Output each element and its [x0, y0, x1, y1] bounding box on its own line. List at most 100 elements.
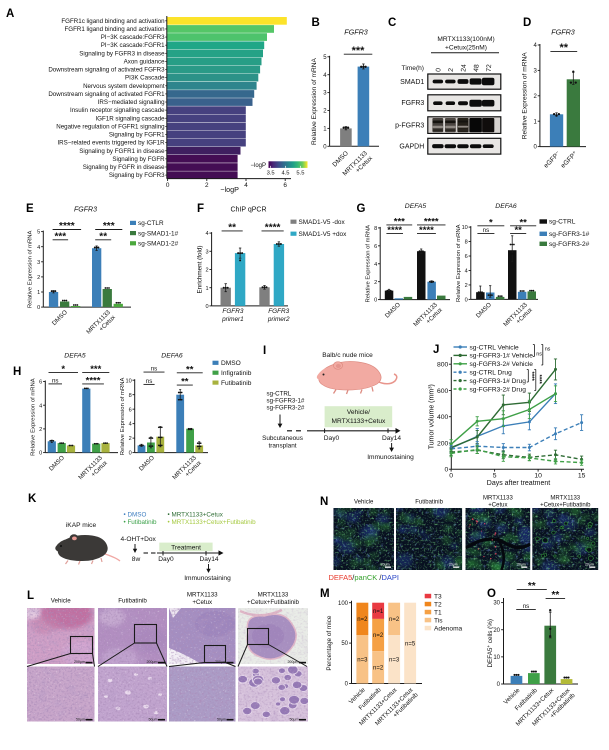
svg-text:5: 5: [37, 230, 40, 236]
svg-text:ns: ns: [146, 378, 153, 385]
svg-text:FGFR3: FGFR3: [401, 100, 424, 107]
svg-text:Insulin receptor signalling ca: Insulin receptor signalling cascade: [70, 107, 165, 114]
svg-text:2: 2: [129, 436, 132, 442]
svg-text:Immunostaining: Immunostaining: [367, 454, 414, 461]
svg-text:PI3K Cascade: PI3K Cascade: [125, 75, 165, 82]
svg-text:600: 600: [437, 388, 449, 395]
svg-text:T3: T3: [434, 593, 442, 600]
svg-text:+Cetux+Futibatinib: +Cetux+Futibatinib: [540, 503, 591, 509]
svg-text:4: 4: [534, 43, 538, 49]
svg-text:PI−3K cascade:FGFR1: PI−3K cascade:FGFR1: [101, 42, 165, 49]
svg-text:MRTX1133: MRTX1133: [258, 592, 289, 599]
svg-text:Signaling by FGFR1: Signaling by FGFR1: [109, 132, 165, 139]
svg-text:ChIP qPCR: ChIP qPCR: [230, 207, 266, 214]
svg-text:DEFA6: DEFA6: [495, 203, 517, 210]
svg-text:0: 0: [435, 68, 442, 73]
svg-text:**: **: [99, 231, 107, 242]
svg-text:n=3: n=3: [357, 657, 368, 663]
svg-text:• Futibatinib: • Futibatinib: [124, 519, 158, 526]
svg-text:Signaling by FGFR3: Signaling by FGFR3: [109, 172, 165, 179]
svg-text:100: 100: [338, 601, 349, 607]
svg-text:0: 0: [374, 298, 377, 304]
svg-text:1: 1: [37, 290, 40, 296]
svg-text:L: L: [27, 590, 34, 602]
svg-text:10: 10: [493, 655, 500, 661]
svg-text:primer2: primer2: [267, 316, 290, 323]
svg-text:Vehicle: Vehicle: [51, 598, 72, 605]
svg-text:0: 0: [465, 298, 468, 304]
svg-text:20μm: 20μm: [449, 563, 458, 567]
svg-text:sg-FGFR3-1#: sg-FGFR3-1#: [267, 398, 305, 405]
svg-text:Signaling by FGFR1 in disease: Signaling by FGFR1 in disease: [79, 148, 165, 155]
svg-text:****: ****: [387, 225, 402, 236]
svg-text:FGFR1c ligand binding and acti: FGFR1c ligand binding and activation: [61, 18, 165, 25]
svg-text:Infigratinib: Infigratinib: [221, 370, 252, 377]
svg-text:n=2: n=2: [373, 666, 384, 672]
svg-text:6: 6: [39, 380, 42, 386]
svg-text:sg-FGFR3-1# Vehicle: sg-FGFR3-1# Vehicle: [470, 353, 534, 360]
svg-text:• MRTX1133+Cetux: • MRTX1133+Cetux: [168, 512, 224, 519]
svg-text:30: 30: [493, 601, 500, 607]
svg-text:DEFA5/panCK /DAPI: DEFA5/panCK /DAPI: [329, 573, 399, 582]
svg-text:F: F: [197, 203, 204, 215]
svg-text:MRTX1133(100nM): MRTX1133(100nM): [437, 36, 494, 43]
svg-text:200μm: 200μm: [74, 660, 85, 664]
svg-text:DMSO: DMSO: [51, 309, 69, 327]
svg-text:Futibatinib: Futibatinib: [221, 380, 252, 387]
svg-text:MRTX1133: MRTX1133: [483, 496, 513, 502]
svg-text:sg-FGFR3-2#: sg-FGFR3-2#: [549, 241, 590, 248]
svg-text:SMAD1-V5 -dox: SMAD1-V5 -dox: [299, 219, 346, 226]
svg-text:Signaling by FGFR: Signaling by FGFR: [112, 156, 165, 163]
svg-text:Immunostaining: Immunostaining: [184, 575, 231, 582]
svg-text:5: 5: [493, 472, 497, 479]
svg-text:***: ***: [90, 364, 101, 375]
svg-text:2: 2: [465, 283, 468, 289]
svg-text:****: ****: [528, 372, 534, 382]
svg-text:***: ***: [103, 221, 115, 232]
svg-text:sg-FGFR3-1# Drug: sg-FGFR3-1# Drug: [470, 378, 527, 385]
svg-text:4: 4: [374, 262, 377, 268]
svg-text:iKAP mice: iKAP mice: [66, 522, 97, 529]
svg-text:4: 4: [465, 269, 468, 275]
svg-text:Nervous system development: Nervous system development: [83, 83, 165, 90]
svg-text:ns: ns: [151, 366, 158, 373]
svg-text:0: 0: [39, 451, 42, 457]
svg-text:Day0: Day0: [158, 556, 174, 563]
svg-text:+Cetux: +Cetux: [192, 599, 213, 606]
svg-text:FGFR3: FGFR3: [74, 207, 97, 214]
svg-text:C: C: [388, 17, 396, 29]
svg-text:I: I: [263, 345, 266, 357]
svg-text:Relative Expression of mRNA: Relative Expression of mRNA: [120, 378, 126, 456]
svg-text:8: 8: [374, 226, 377, 232]
svg-text:Time(h): Time(h): [402, 65, 424, 72]
svg-text:2: 2: [37, 275, 40, 281]
svg-text:20: 20: [493, 628, 500, 634]
svg-text:K: K: [28, 493, 37, 505]
svg-text:FGFR3: FGFR3: [268, 308, 289, 315]
svg-text:IRS−related events triggered b: IRS−related events triggered by IGF1R: [57, 140, 165, 147]
svg-text:Negative regulation of FGFR1 s: Negative regulation of FGFR1 signaling: [56, 123, 165, 130]
svg-text:DMSO: DMSO: [138, 454, 156, 472]
svg-text:sg-FGFR3-1#: sg-FGFR3-1#: [549, 231, 590, 238]
svg-text:6: 6: [465, 254, 468, 260]
svg-text:6: 6: [374, 244, 377, 250]
svg-text:3: 3: [37, 260, 40, 266]
svg-text:200μm: 200μm: [146, 660, 157, 664]
svg-text:*: *: [61, 364, 65, 375]
svg-text:sg-SMAD1-2#: sg-SMAD1-2#: [138, 241, 179, 248]
svg-text:2: 2: [323, 109, 327, 115]
svg-text:sg-CTRL Drug: sg-CTRL Drug: [470, 370, 513, 377]
svg-text:sg-FGFR3-2#: sg-FGFR3-2#: [267, 405, 305, 412]
svg-text:3: 3: [534, 69, 538, 75]
svg-text:Relative Expression of mRNA: Relative Expression of mRNA: [311, 58, 318, 145]
svg-text:Relative Expression of mRNA: Relative Expression of mRNA: [28, 230, 34, 308]
svg-text:Enrichment (fold): Enrichment (fold): [197, 246, 204, 294]
svg-text:2: 2: [205, 268, 208, 274]
svg-text:**: **: [560, 42, 569, 54]
svg-text:****: ****: [59, 221, 75, 232]
svg-text:J: J: [433, 344, 439, 356]
svg-text:ns: ns: [536, 351, 542, 357]
svg-text:4-OHT+Dox: 4-OHT+Dox: [121, 536, 157, 543]
svg-text:O: O: [487, 588, 496, 600]
svg-text:• MRTX1133+Cetux+Futibatinib: • MRTX1133+Cetux+Futibatinib: [168, 519, 257, 526]
